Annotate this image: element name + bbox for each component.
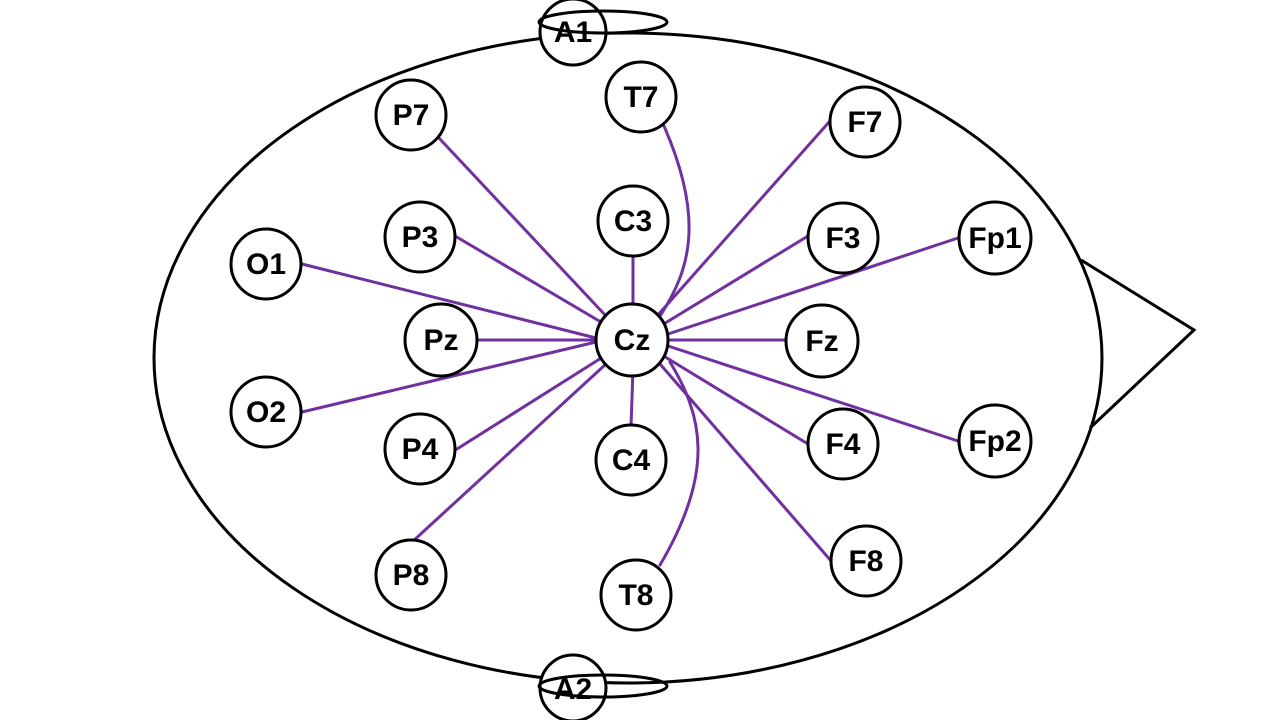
electrode-p7-circle <box>374 78 448 152</box>
electrode-c3-label: C3 <box>614 205 652 238</box>
electrode-t7-label: T7 <box>623 81 658 114</box>
connector-cz-o2 <box>300 340 598 414</box>
electrode-fp1: Fp1 <box>957 200 1033 276</box>
connector-cz-f3 <box>660 234 810 327</box>
electrode-t8-circle <box>599 558 673 632</box>
electrode-p8: P8 <box>374 538 448 612</box>
electrode-o1: O1 <box>229 227 303 301</box>
electrode-f8: F8 <box>829 524 903 598</box>
electrode-o1-label: O1 <box>246 248 286 281</box>
electrode-pz-label: Pz <box>423 324 458 357</box>
electrode-f7-circle <box>828 85 902 159</box>
connector-cz-p3 <box>453 234 608 327</box>
electrode-f3-circle <box>806 201 880 275</box>
connector-cz-p7 <box>436 135 608 318</box>
electrode-f8-label: F8 <box>848 545 883 578</box>
connector-cz-p4 <box>455 353 608 451</box>
electrode-a1: A1 <box>537 0 669 67</box>
connector-cz-f8 <box>658 362 834 564</box>
electrode-p4-circle <box>383 412 457 486</box>
electrode-fz: Fz <box>784 303 860 379</box>
electrode-p3: P3 <box>383 200 457 274</box>
connector-cz-f4 <box>660 353 810 446</box>
ear-ring-a1 <box>537 9 669 35</box>
connector-cz-fp1 <box>663 236 960 337</box>
electrode-fp1-circle <box>957 200 1033 276</box>
electrode-cz-label: Cz <box>614 324 651 357</box>
electrode-fp2: Fp2 <box>957 403 1033 479</box>
connector-cz-fp2 <box>663 343 960 443</box>
electrode-o2: O2 <box>229 375 303 449</box>
electrode-cz-circle <box>594 302 670 378</box>
electrode-f7: F7 <box>828 85 902 159</box>
connector-lines <box>300 119 960 567</box>
electrode-f4-label: F4 <box>825 428 860 461</box>
electrode-p3-circle <box>383 200 457 274</box>
electrode-p3-label: P3 <box>402 221 439 254</box>
electrode-c4-circle <box>594 423 668 497</box>
electrode-pz-circle <box>403 302 479 378</box>
electrode-c4: C4 <box>594 423 668 497</box>
electrode-o2-label: O2 <box>246 396 286 429</box>
electrode-cz: Cz <box>594 302 670 378</box>
electrode-t7-circle <box>604 60 678 134</box>
electrode-f3-label: F3 <box>825 222 860 255</box>
electrode-c3: C3 <box>596 184 670 258</box>
connector-cz-p8 <box>410 362 608 544</box>
electrode-p8-label: P8 <box>393 559 430 592</box>
ear-ring-a2 <box>537 673 669 699</box>
electrode-c3-circle <box>596 184 670 258</box>
connector-cz-f7 <box>655 119 832 318</box>
electrode-a2-label: A2 <box>554 673 592 706</box>
electrode-a2: A2 <box>537 653 669 720</box>
electrode-p7: P7 <box>374 78 448 152</box>
connector-cz-o1 <box>300 262 598 340</box>
electrode-fp1-label: Fp1 <box>968 222 1021 255</box>
electrode-f4-circle <box>806 407 880 481</box>
nose-outline <box>1080 258 1197 430</box>
electrode-t8-label: T8 <box>618 579 653 612</box>
electrode-fz-label: Fz <box>805 325 838 358</box>
electrode-fp2-label: Fp2 <box>968 425 1021 458</box>
connector-cz-t8 <box>658 360 700 567</box>
electrode-a1-label: A1 <box>554 16 592 49</box>
electrode-o2-circle <box>229 375 303 449</box>
electrode-o1-circle <box>229 227 303 301</box>
electrode-t8: T8 <box>599 558 673 632</box>
electrode-fp2-circle <box>957 403 1033 479</box>
electrode-p8-circle <box>374 538 448 612</box>
electrode-p7-label: P7 <box>393 99 430 132</box>
electrode-f8-circle <box>829 524 903 598</box>
electrode-f4: F4 <box>806 407 880 481</box>
electrode-p4-label: P4 <box>402 433 439 466</box>
electrode-fz-circle <box>784 303 860 379</box>
electrode-pz: Pz <box>403 302 479 378</box>
connector-cz-c4 <box>629 367 635 429</box>
electrode-c4-label: C4 <box>612 444 651 477</box>
electrode-f7-label: F7 <box>847 106 882 139</box>
electrode-f3: F3 <box>806 201 880 275</box>
electrode-p4: P4 <box>383 412 457 486</box>
electrode-t7: T7 <box>604 60 678 134</box>
